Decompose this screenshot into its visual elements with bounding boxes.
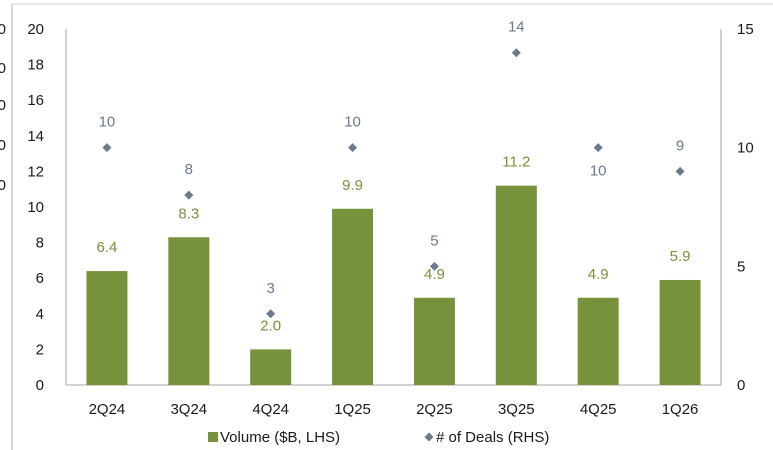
deal-data-label: 10 xyxy=(344,114,361,131)
x-tick-label: 4Q24 xyxy=(252,401,289,418)
deal-markers: 10 8 3 10 5 14 10 9 xyxy=(99,19,685,319)
deal-marker xyxy=(184,190,194,200)
volume-data-label: 11.2 xyxy=(502,154,530,171)
left-axis: 0 2 4 6 8 10 12 14 16 18 20 xyxy=(27,21,44,394)
volume-data-label: 9.9 xyxy=(342,177,363,194)
left-tick-label: 20 xyxy=(27,21,44,38)
volume-bar xyxy=(168,237,210,385)
deal-data-label: 3 xyxy=(267,280,275,297)
left-tick-label: 16 xyxy=(27,92,44,109)
legend-volume-label: Volume ($B, LHS) xyxy=(220,429,340,446)
volume-data-label: 5.9 xyxy=(670,248,691,265)
deal-data-label: 5 xyxy=(430,232,438,249)
volume-bar xyxy=(332,208,374,385)
left-tick-label: 10 xyxy=(27,199,44,216)
left-tick-label: 2 xyxy=(36,341,44,358)
x-tick-label: 2Q25 xyxy=(416,401,453,418)
right-tick-label: 5 xyxy=(737,258,745,275)
deal-marker xyxy=(102,143,112,153)
volume-bar xyxy=(413,297,455,385)
deal-marker xyxy=(348,143,358,153)
volume-bar xyxy=(577,297,619,385)
deal-marker xyxy=(593,143,603,153)
volume-data-label: 6.4 xyxy=(97,239,118,256)
volume-data-label: 8.3 xyxy=(178,205,199,222)
volume-data-label: 2.0 xyxy=(260,317,281,334)
x-tick-label: 2Q24 xyxy=(89,401,126,418)
left-tick-label: 12 xyxy=(27,163,44,180)
right-tick-label: 15 xyxy=(737,21,754,38)
volume-bar xyxy=(659,279,701,385)
deal-data-label: 10 xyxy=(590,163,607,180)
volume-data-label: 4.9 xyxy=(588,266,609,283)
x-axis: 2Q24 3Q24 4Q24 1Q25 2Q25 3Q25 4Q25 1Q26 xyxy=(89,401,699,418)
right-axis: 0 5 10 15 xyxy=(737,21,754,394)
deal-data-label: 14 xyxy=(508,19,525,36)
volume-bar xyxy=(86,271,128,385)
deal-data-label: 10 xyxy=(99,114,116,131)
volume-bars: 6.4 8.3 2.0 9.9 4.9 11.2 4.9 5.9 xyxy=(86,154,701,385)
left-edge-fragment-label: 0 xyxy=(0,177,6,194)
legend-deals-marker xyxy=(424,432,434,442)
deal-marker xyxy=(675,166,685,176)
left-tick-label: 0 xyxy=(36,377,44,394)
volume-bar xyxy=(495,185,537,385)
left-tick-label: 6 xyxy=(36,270,44,287)
right-tick-label: 0 xyxy=(737,377,745,394)
x-tick-label: 1Q25 xyxy=(334,401,371,418)
deal-marker xyxy=(266,309,276,319)
x-tick-label: 3Q25 xyxy=(498,401,535,418)
left-tick-label: 18 xyxy=(27,57,44,74)
left-tick-label: 8 xyxy=(36,235,44,252)
left-tick-label: 14 xyxy=(27,128,44,145)
legend-deals-label: # of Deals (RHS) xyxy=(436,429,549,446)
left-edge-fragments: 0 0 0 0 0 xyxy=(0,21,6,194)
deal-data-label: 8 xyxy=(185,161,193,178)
deal-data-label: 9 xyxy=(676,137,684,154)
left-edge-fragment-label: 0 xyxy=(0,21,6,38)
x-tick-label: 4Q25 xyxy=(580,401,617,418)
left-tick-label: 4 xyxy=(36,306,44,323)
x-tick-label: 3Q24 xyxy=(170,401,207,418)
x-tick-label: 1Q26 xyxy=(662,401,699,418)
volume-bar xyxy=(250,349,292,385)
volume-data-label: 4.9 xyxy=(424,266,445,283)
deal-marker xyxy=(429,261,439,271)
legend: Volume ($B, LHS) # of Deals (RHS) xyxy=(208,429,549,446)
left-edge-fragment-label: 0 xyxy=(0,60,6,77)
legend-volume-swatch xyxy=(208,432,218,442)
left-edge-fragment-label: 0 xyxy=(0,97,6,114)
right-tick-label: 10 xyxy=(737,140,754,157)
left-edge-fragment-label: 0 xyxy=(0,137,6,154)
deal-marker xyxy=(511,48,521,58)
